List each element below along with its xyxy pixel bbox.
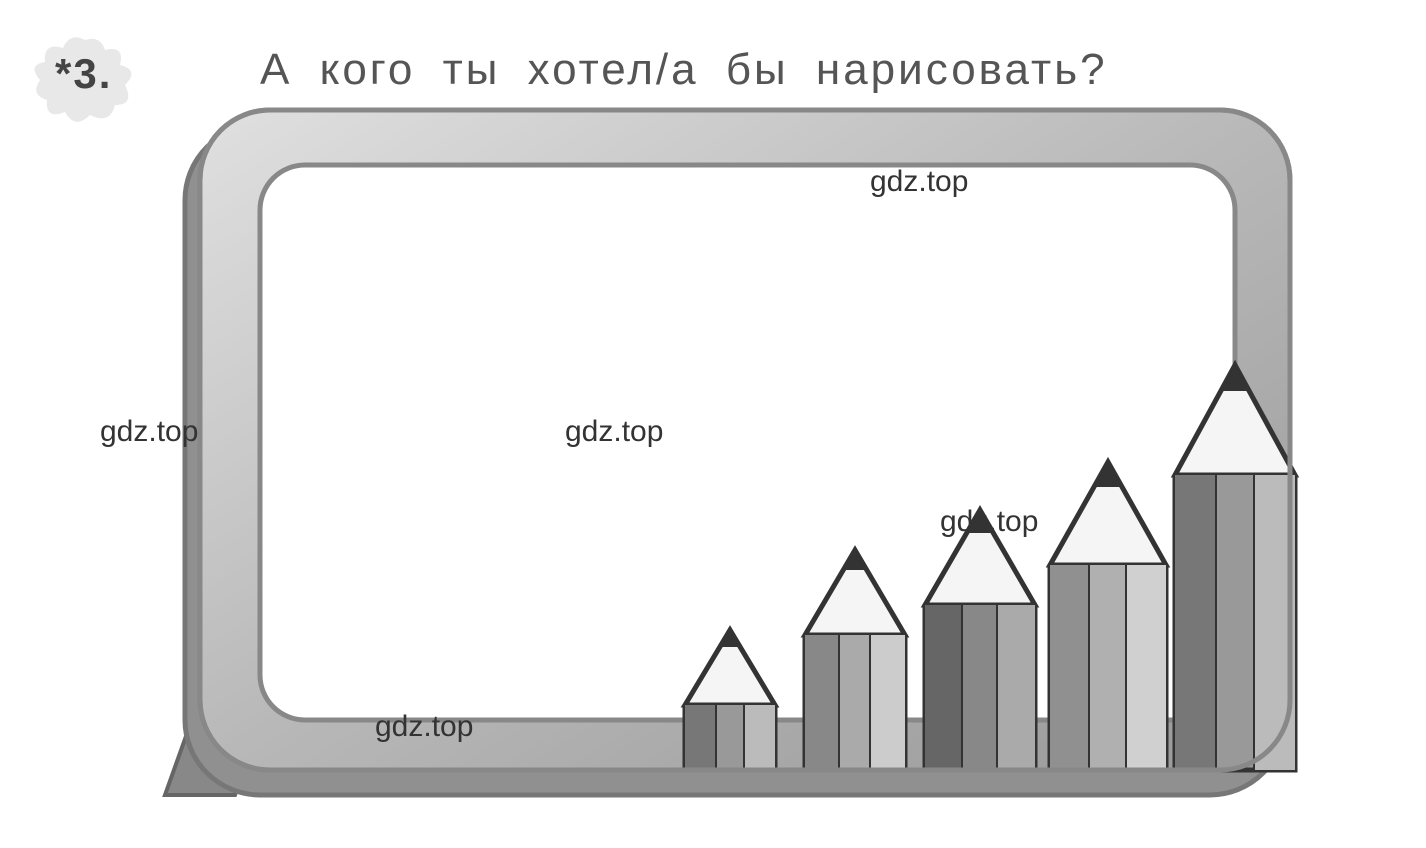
exercise-number: *3. [55, 50, 112, 98]
exercise-question: А кого ты хотел/а бы нарисовать? [260, 45, 1108, 95]
watermark-4: gdz.top [940, 505, 1038, 539]
watermark-1: gdz.top [870, 165, 968, 199]
watermark-3: gdz.top [565, 415, 663, 449]
drawing-frame [155, 95, 1305, 815]
watermark-2: gdz.top [100, 415, 198, 449]
drawing-frame-container [155, 95, 1305, 815]
watermark-5: gdz.top [375, 710, 473, 744]
